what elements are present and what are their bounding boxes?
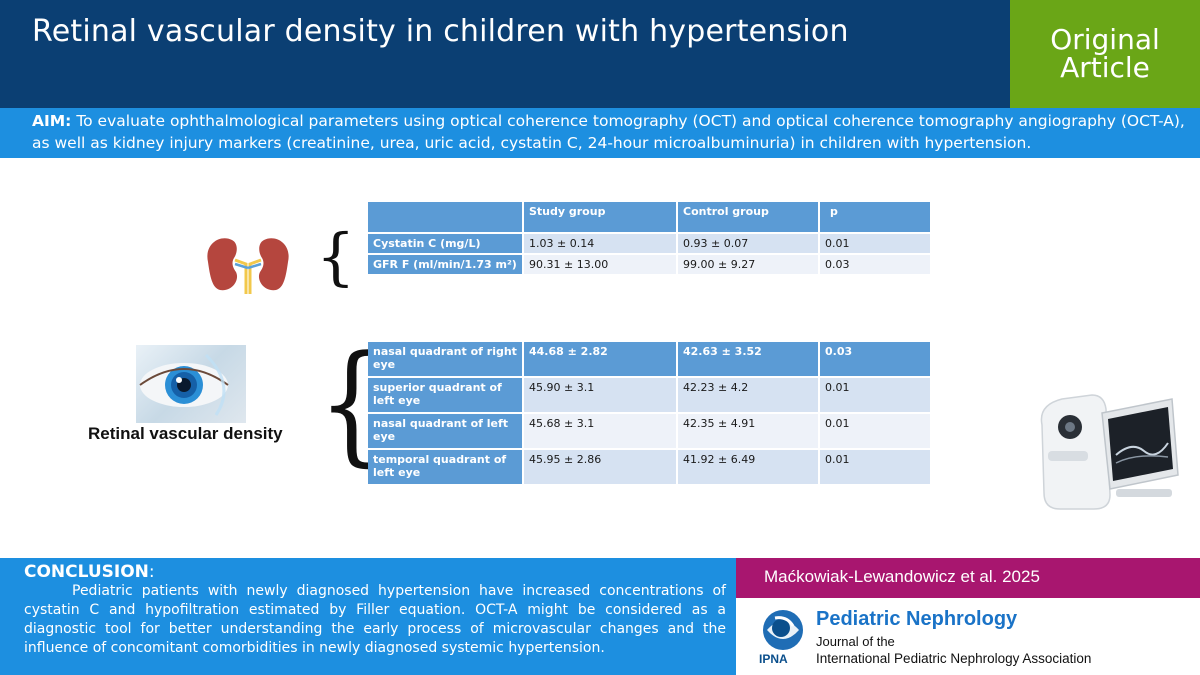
journal-subtitle-1: Journal of the <box>816 634 895 649</box>
study-value: 45.95 ± 2.86 <box>524 450 676 484</box>
study-value: 1.03 ± 0.14 <box>524 234 676 253</box>
kidney-markers-table: Study group Control group p Cystatin C (… <box>366 200 932 276</box>
aim-label: AIM: <box>32 112 72 130</box>
table-row: nasal quadrant of left eye 45.68 ± 3.1 4… <box>368 414 930 448</box>
eye-icon <box>139 353 229 416</box>
conclusion-text: Pediatric patients with newly diagnosed … <box>24 583 726 656</box>
p-value: 0.01 <box>820 234 930 253</box>
header-cell-empty <box>368 202 522 232</box>
row-label: temporal quadrant of left eye <box>368 450 522 484</box>
control-value: 42.23 ± 4.2 <box>678 378 818 412</box>
badge-line-1: Original <box>1050 23 1160 56</box>
header-band <box>0 0 1010 108</box>
row-label: Cystatin C (mg/L) <box>368 234 522 253</box>
p-value: 0.03 <box>820 255 930 274</box>
study-value: 44.68 ± 2.82 <box>524 342 676 376</box>
conclusion-section: CONCLUSION: Pediatric patients with newl… <box>0 558 736 675</box>
p-value: 0.01 <box>820 414 930 448</box>
table-row: nasal quadrant of right eye 44.68 ± 2.82… <box>368 342 930 376</box>
header-study-group: Study group <box>524 202 676 232</box>
control-value: 0.93 ± 0.07 <box>678 234 818 253</box>
study-value: 45.90 ± 3.1 <box>524 378 676 412</box>
author-citation: Maćkowiak-Lewandowicz et al. 2025 <box>736 558 1200 598</box>
control-value: 42.35 ± 4.91 <box>678 414 818 448</box>
conclusion-colon: : <box>148 562 155 582</box>
p-value: 0.03 <box>820 342 930 376</box>
kidney-icon <box>207 238 289 294</box>
badge-line-2: Article <box>1060 51 1150 84</box>
conclusion-heading: CONCLUSION: <box>24 562 726 582</box>
row-label: nasal quadrant of right eye <box>368 342 522 376</box>
control-value: 42.63 ± 3.52 <box>678 342 818 376</box>
ipna-logo-text: IPNA <box>759 652 788 666</box>
ipna-logo <box>763 610 803 650</box>
retinal-density-table: nasal quadrant of right eye 44.68 ± 2.82… <box>366 340 932 486</box>
control-value: 99.00 ± 9.27 <box>678 255 818 274</box>
table-row: Cystatin C (mg/L) 1.03 ± 0.14 0.93 ± 0.0… <box>368 234 930 253</box>
header-p: p <box>820 202 930 232</box>
table-row: temporal quadrant of left eye 45.95 ± 2.… <box>368 450 930 484</box>
row-label: GFR F (ml/min/1.73 m²) <box>368 255 522 274</box>
study-value: 90.31 ± 13.00 <box>524 255 676 274</box>
p-value: 0.01 <box>820 378 930 412</box>
page-title: Retinal vascular density in children wit… <box>32 14 849 49</box>
journal-box <box>736 598 1200 675</box>
article-type-badge: Original Article <box>1010 0 1200 108</box>
row-label: nasal quadrant of left eye <box>368 414 522 448</box>
control-value: 41.92 ± 6.49 <box>678 450 818 484</box>
brace-kidney: { <box>316 220 356 293</box>
aim-section: AIM: To evaluate ophthalmological parame… <box>0 108 1200 158</box>
study-value: 45.68 ± 3.1 <box>524 414 676 448</box>
header-control-group: Control group <box>678 202 818 232</box>
row-label: superior quadrant of left eye <box>368 378 522 412</box>
table-header-row: Study group Control group p <box>368 202 930 232</box>
oct-device-image <box>1040 394 1179 510</box>
table-row: GFR F (ml/min/1.73 m²) 90.31 ± 13.00 99.… <box>368 255 930 274</box>
aim-text: To evaluate ophthalmological parameters … <box>32 112 1185 152</box>
table-row: superior quadrant of left eye 45.90 ± 3.… <box>368 378 930 412</box>
conclusion-heading-text: CONCLUSION <box>24 562 149 582</box>
journal-name: Pediatric Nephrology <box>816 608 1018 630</box>
eye-photo <box>136 345 246 423</box>
p-value: 0.01 <box>820 450 930 484</box>
retinal-vascular-density-label: Retinal vascular density <box>88 424 283 443</box>
journal-subtitle-2: International Pediatric Nephrology Assoc… <box>816 651 1092 666</box>
